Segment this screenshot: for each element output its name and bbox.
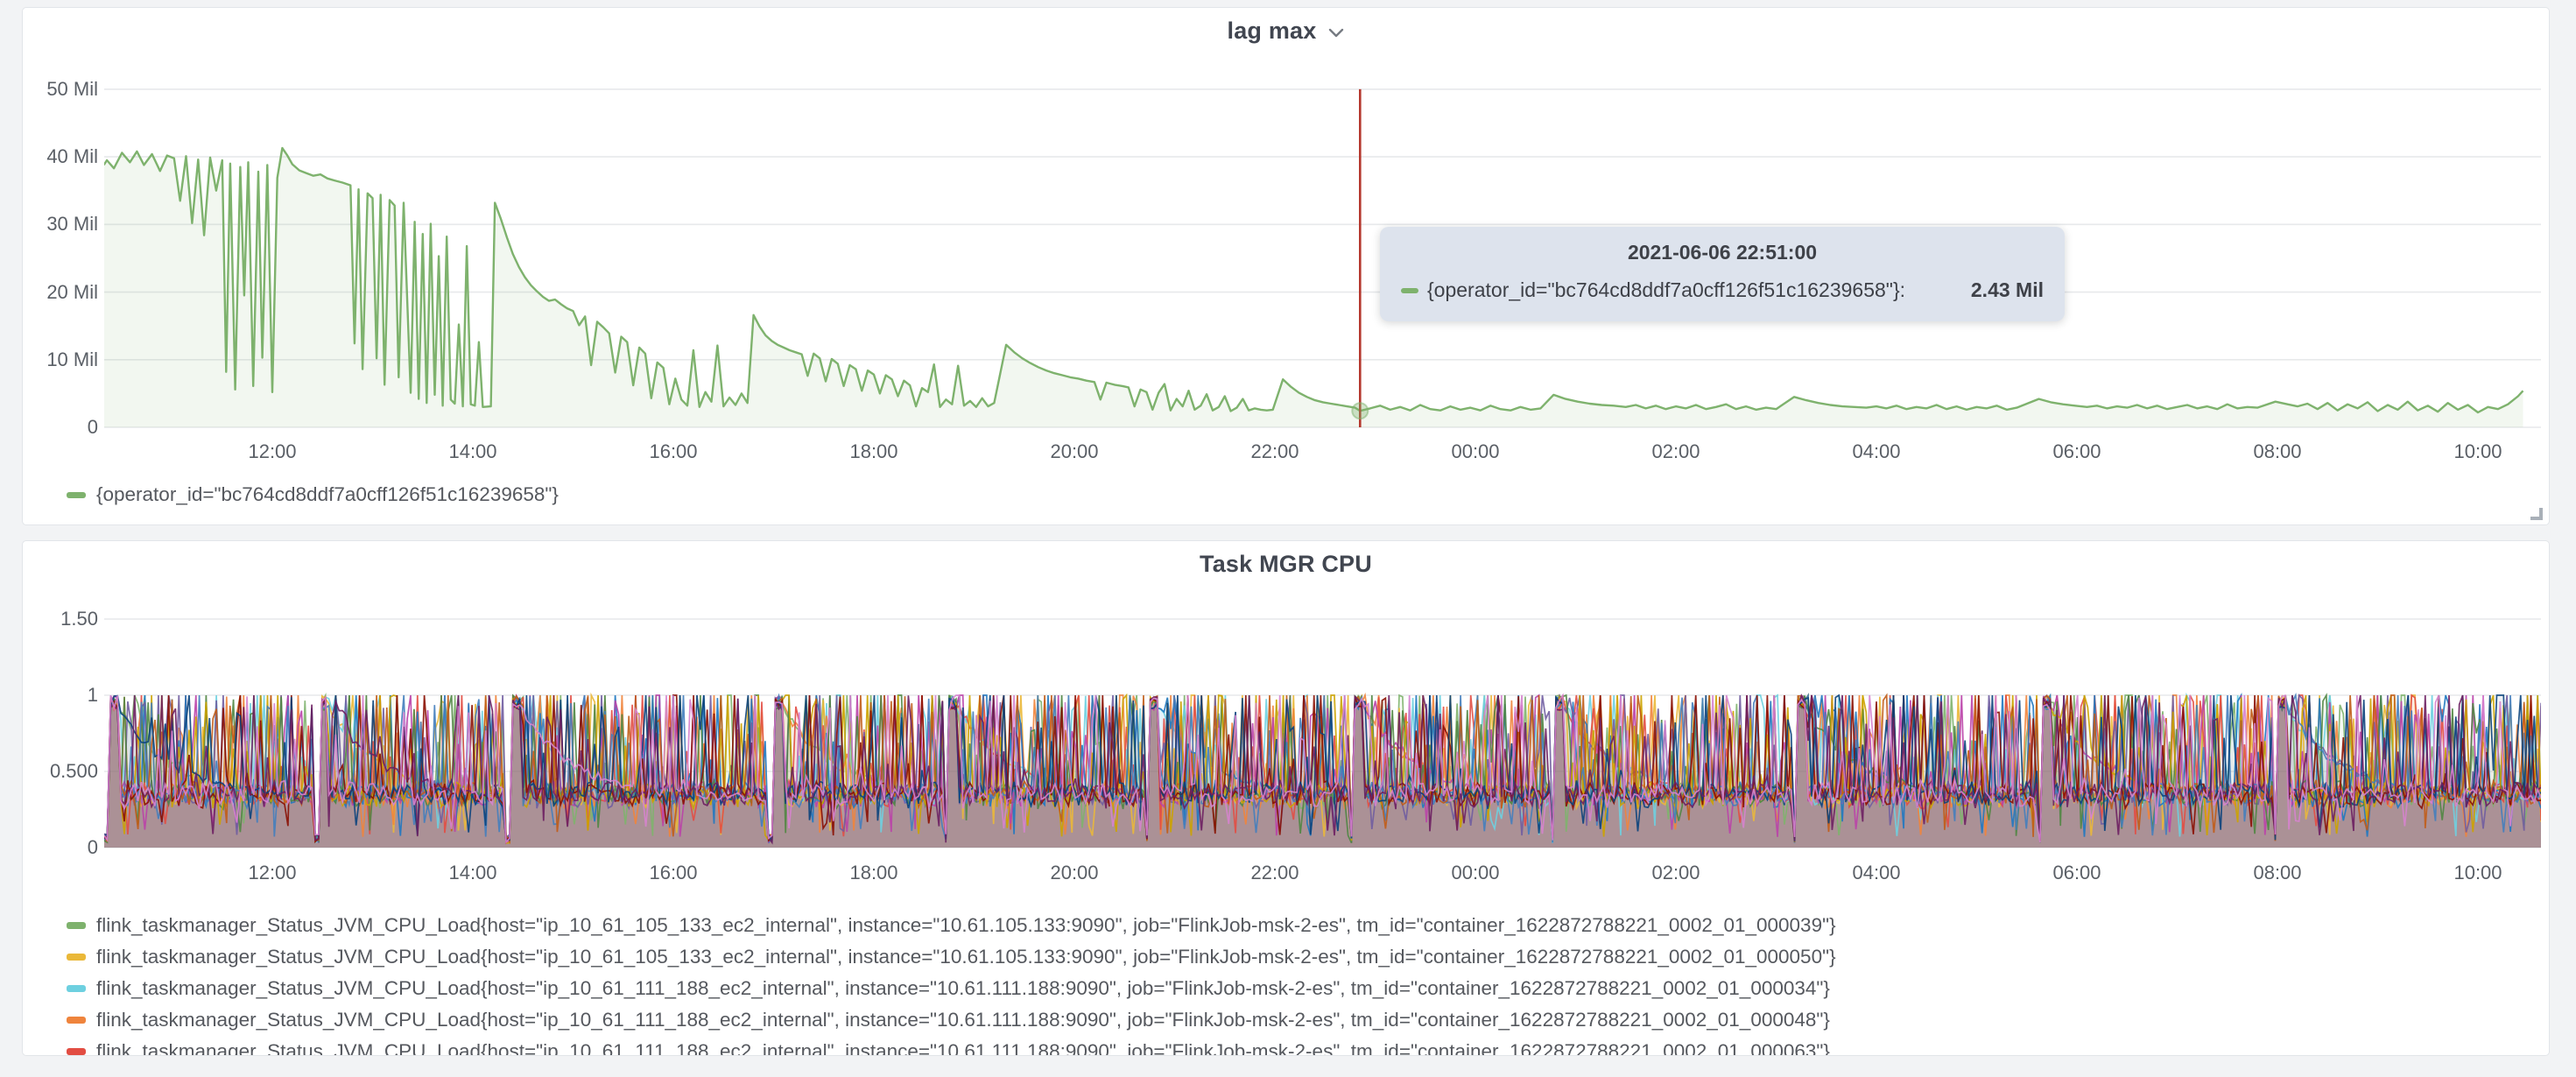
x-tick-label: 12:00 (248, 440, 297, 462)
lag-max-chart[interactable] (104, 71, 2541, 432)
legend-item[interactable]: flink_taskmanager_Status_JVM_CPU_Load{ho… (67, 912, 1836, 940)
x-tick-label: 20:00 (1050, 440, 1099, 462)
x-tick-label: 04:00 (1852, 862, 1901, 883)
legend-series-label[interactable]: flink_taskmanager_Status_JVM_CPU_Load{ho… (96, 914, 1836, 936)
x-tick-label: 10:00 (2453, 440, 2502, 462)
chart-tooltip: 2021-06-06 22:51:00 {operator_id="bc764c… (1380, 227, 2065, 321)
x-tick-label: 16:00 (649, 440, 698, 462)
legend-series-marker[interactable] (67, 491, 86, 498)
x-tick-label: 08:00 (2253, 440, 2302, 462)
x-tick-label: 16:00 (649, 862, 698, 883)
y-tick-label: 20 Mil (46, 280, 98, 303)
panel-header-task-mgr-cpu[interactable]: Task MGR CPU (23, 541, 2549, 587)
panel-lag-max: lag max 50 Mil 40 Mil 30 Mil 20 Mil 10 Mil 0 … (22, 7, 2550, 525)
x-tick-label: 22:00 (1250, 440, 1299, 462)
legend-series-label[interactable]: {operator_id="bc764cd8ddf7a0cff126f51c16… (96, 483, 559, 505)
y-tick-label: 0.500 (49, 760, 98, 782)
panel-header-lag-max[interactable]: lag max (23, 8, 2549, 53)
y-tick-label: 40 Mil (46, 145, 98, 168)
y-tick-label: 0 (87, 836, 98, 858)
x-tick-label: 22:00 (1250, 862, 1299, 883)
x-tick-label: 14:00 (448, 862, 497, 883)
legend-series-marker[interactable] (67, 922, 86, 929)
series-area (104, 148, 2523, 427)
legend-series-marker[interactable] (67, 954, 86, 961)
y-tick-label: 1.50 (60, 608, 98, 630)
x-tick-label: 18:00 (849, 862, 898, 883)
x-tick-label: 10:00 (2453, 862, 2502, 883)
y-tick-label: 30 Mil (46, 213, 98, 236)
x-tick-label: 06:00 (2052, 440, 2101, 462)
legend-item[interactable]: {operator_id="bc764cd8ddf7a0cff126f51c16… (67, 481, 559, 509)
panel-resize-handle[interactable] (2526, 503, 2544, 521)
x-tick-label: 00:00 (1451, 862, 1500, 883)
x-tick-label: 14:00 (448, 440, 497, 462)
tooltip-value: 2.43 Mil (1970, 278, 2044, 301)
x-tick-label: 02:00 (1651, 862, 1700, 883)
hovered-point (1351, 402, 1369, 420)
x-tick-label: 02:00 (1651, 440, 1700, 462)
series-line (104, 693, 2541, 844)
legend-series-marker[interactable] (67, 1048, 86, 1055)
legend-item[interactable]: flink_taskmanager_Status_JVM_CPU_Load{ho… (67, 1038, 1830, 1056)
legend-series-marker[interactable] (67, 985, 86, 992)
x-tick-label: 20:00 (1050, 862, 1099, 883)
legend-item[interactable]: flink_taskmanager_Status_JVM_CPU_Load{ho… (67, 975, 1830, 1003)
legend-series-label[interactable]: flink_taskmanager_Status_JVM_CPU_Load{ho… (96, 946, 1836, 968)
tooltip-series-row: {operator_id="bc764cd8ddf7a0cff126f51c16… (1401, 278, 2044, 302)
panel-task-mgr-cpu: Task MGR CPU 1.50 1 0.500 0 12:00 14:00 16:00… (22, 540, 2550, 1056)
legend-item[interactable]: flink_taskmanager_Status_JVM_CPU_Load{ho… (67, 943, 1836, 971)
x-tick-label: 08:00 (2253, 862, 2302, 883)
tooltip-series-label: {operator_id="bc764cd8ddf7a0cff126f51c16… (1427, 278, 1906, 301)
tooltip-timestamp: 2021-06-06 22:51:00 (1627, 241, 1818, 264)
legend-item[interactable]: flink_taskmanager_Status_JVM_CPU_Load{ho… (67, 1006, 1830, 1034)
legend-series-label[interactable]: flink_taskmanager_Status_JVM_CPU_Load{ho… (96, 1009, 1830, 1031)
x-tick-label: 00:00 (1451, 440, 1500, 462)
y-tick-label: 1 (87, 684, 98, 706)
chevron-down-icon[interactable] (1328, 28, 1344, 38)
panel-title-task-mgr-cpu[interactable]: Task MGR CPU (1200, 550, 1372, 577)
legend-series-label[interactable]: flink_taskmanager_Status_JVM_CPU_Load{ho… (96, 977, 1830, 999)
legend-series-label[interactable]: flink_taskmanager_Status_JVM_CPU_Load{ho… (96, 1040, 1830, 1056)
legend-series-marker[interactable] (67, 1017, 86, 1024)
y-tick-label: 50 Mil (46, 77, 98, 100)
x-tick-label: 18:00 (849, 440, 898, 462)
y-tick-label: 10 Mil (46, 348, 98, 370)
x-tick-label: 12:00 (248, 862, 297, 883)
series-color-marker (1401, 287, 1418, 293)
x-tick-label: 04:00 (1852, 440, 1901, 462)
y-tick-label: 0 (87, 416, 98, 438)
task-mgr-cpu-chart[interactable] (104, 612, 2541, 852)
series-line (104, 146, 2524, 414)
x-tick-label: 06:00 (2052, 862, 2101, 883)
panel-title-lag-max[interactable]: lag max (1227, 17, 1317, 44)
